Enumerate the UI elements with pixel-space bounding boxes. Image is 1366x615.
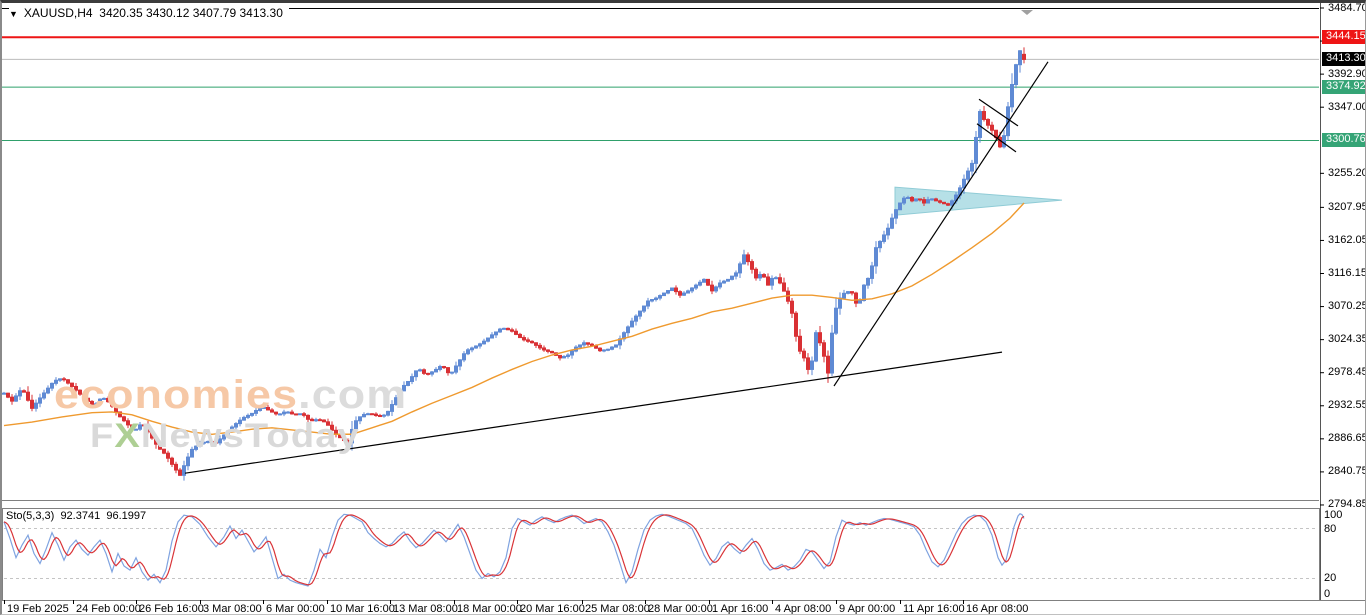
price-axis-label: 2840.75 bbox=[1327, 465, 1365, 479]
watermark-brand-name: economies bbox=[54, 373, 299, 417]
price-axis-label: 3116.15 bbox=[1327, 267, 1366, 280]
trendline-steep-support[interactable] bbox=[833, 61, 1049, 387]
trendline-long-support[interactable] bbox=[184, 351, 1003, 474]
price-axis-label: 3207.95 bbox=[1327, 200, 1365, 214]
sto-k-value: 92.3741 bbox=[60, 510, 101, 522]
bullish-candles bbox=[2, 50, 1022, 481]
sto-d-line bbox=[3, 514, 1025, 586]
quote-bar: ▼ XAUUSD,H4 3420.35 3430.12 3407.79 3413.… bbox=[9, 6, 289, 20]
price-axis-label: 2794.85 bbox=[1327, 498, 1365, 512]
price-axis-badge-red[interactable]: 3444.15 bbox=[1322, 29, 1365, 44]
trendline-flag-upper[interactable] bbox=[978, 98, 1019, 127]
sto-axis-label: 20 bbox=[1324, 572, 1337, 585]
price-axis-badge-black[interactable]: 3413.30 bbox=[1322, 51, 1365, 66]
quote-close: 3413.30 bbox=[239, 6, 283, 20]
date-axis-label: 1 Apr 16:00 bbox=[712, 603, 769, 615]
date-axis-label: 11 Apr 16:00 bbox=[903, 603, 965, 615]
chart-shift-marker-icon[interactable] bbox=[1021, 10, 1033, 15]
price-axis-label: 3070.25 bbox=[1327, 300, 1365, 314]
date-axis-label: 19 Feb 2025 bbox=[7, 603, 69, 615]
date-axis-label: 4 Apr 08:00 bbox=[775, 603, 832, 615]
date-axis-label: 10 Mar 16:00 bbox=[330, 603, 395, 615]
sto-axis-label: 100 bbox=[1324, 509, 1343, 521]
date-axis-label: 9 Apr 00:00 bbox=[839, 603, 896, 615]
price-axis-label: 3392.90 bbox=[1327, 67, 1365, 81]
watermark-tagline-f: F bbox=[90, 417, 115, 455]
sto-axis-label: 0 bbox=[1324, 588, 1331, 600]
sto-pane-frame bbox=[2, 508, 1320, 601]
watermark-tagline-rest: NewsToday bbox=[140, 417, 360, 455]
date-axis-label: 26 Feb 16:00 bbox=[139, 603, 204, 615]
symbol-dropdown-icon[interactable]: ▼ bbox=[9, 9, 18, 19]
price-axis-badge-green[interactable]: 3300.76 bbox=[1322, 133, 1365, 147]
date-axis-label: 13 Mar 08:00 bbox=[393, 603, 458, 615]
ma-line[interactable] bbox=[3, 202, 1025, 435]
date-axis-label: 24 Feb 00:00 bbox=[76, 603, 141, 615]
bearish-candles bbox=[6, 47, 1026, 476]
date-axis-label: 6 Mar 00:00 bbox=[266, 603, 325, 615]
date-axis-label: 20 Mar 16:00 bbox=[520, 603, 585, 615]
sto-d-value: 96.1997 bbox=[106, 510, 147, 522]
date-axis-label: 25 Mar 08:00 bbox=[585, 603, 650, 615]
sto-axis-label: 80 bbox=[1324, 522, 1337, 535]
stochastic-pane[interactable] bbox=[3, 513, 1317, 587]
price-axis-label: 3162.05 bbox=[1327, 233, 1365, 247]
date-axis-label: 16 Apr 08:00 bbox=[966, 603, 1029, 615]
watermark-x-mark: X bbox=[114, 417, 141, 455]
symbol-period-label: XAUUSD,H4 bbox=[23, 6, 93, 20]
quote-open: 3420.35 bbox=[99, 6, 143, 20]
date-axis-label: 3 Mar 08:00 bbox=[203, 603, 262, 615]
price-axis-label: 3024.35 bbox=[1327, 333, 1365, 347]
price-axis-label: 3347.00 bbox=[1327, 100, 1365, 114]
price-axis-label: 3255.20 bbox=[1327, 166, 1365, 180]
price-pane[interactable] bbox=[2, 36, 1319, 481]
quote-high: 3430.12 bbox=[146, 6, 190, 20]
price-axis-label: 3484.70 bbox=[1327, 3, 1365, 15]
sto-k-line bbox=[3, 513, 1025, 587]
watermark-brand: economies.com bbox=[54, 373, 407, 418]
price-axis-label: 2886.65 bbox=[1327, 432, 1365, 446]
watermark-brand-suffix: .com bbox=[298, 373, 408, 417]
sto-name: Sto(5,3,3) bbox=[6, 510, 55, 522]
chart-canvas[interactable] bbox=[2, 3, 1366, 615]
price-axis-badge-green[interactable]: 3374.92 bbox=[1322, 79, 1365, 94]
date-axis-label: 18 Mar 00:00 bbox=[457, 603, 522, 615]
price-axis-label: 2932.55 bbox=[1327, 399, 1365, 413]
pennant-pattern[interactable] bbox=[894, 186, 1063, 216]
watermark-tagline: FXNewsToday bbox=[90, 417, 360, 456]
price-axis-label: 2978.45 bbox=[1327, 366, 1365, 380]
quote-low: 3407.79 bbox=[192, 6, 237, 20]
date-axis-label: 28 Mar 00:00 bbox=[648, 603, 713, 615]
trendline-flag-lower[interactable] bbox=[976, 123, 1017, 153]
stochastic-indicator-label: Sto(5,3,3) 92.3741 96.1997 bbox=[6, 510, 146, 522]
